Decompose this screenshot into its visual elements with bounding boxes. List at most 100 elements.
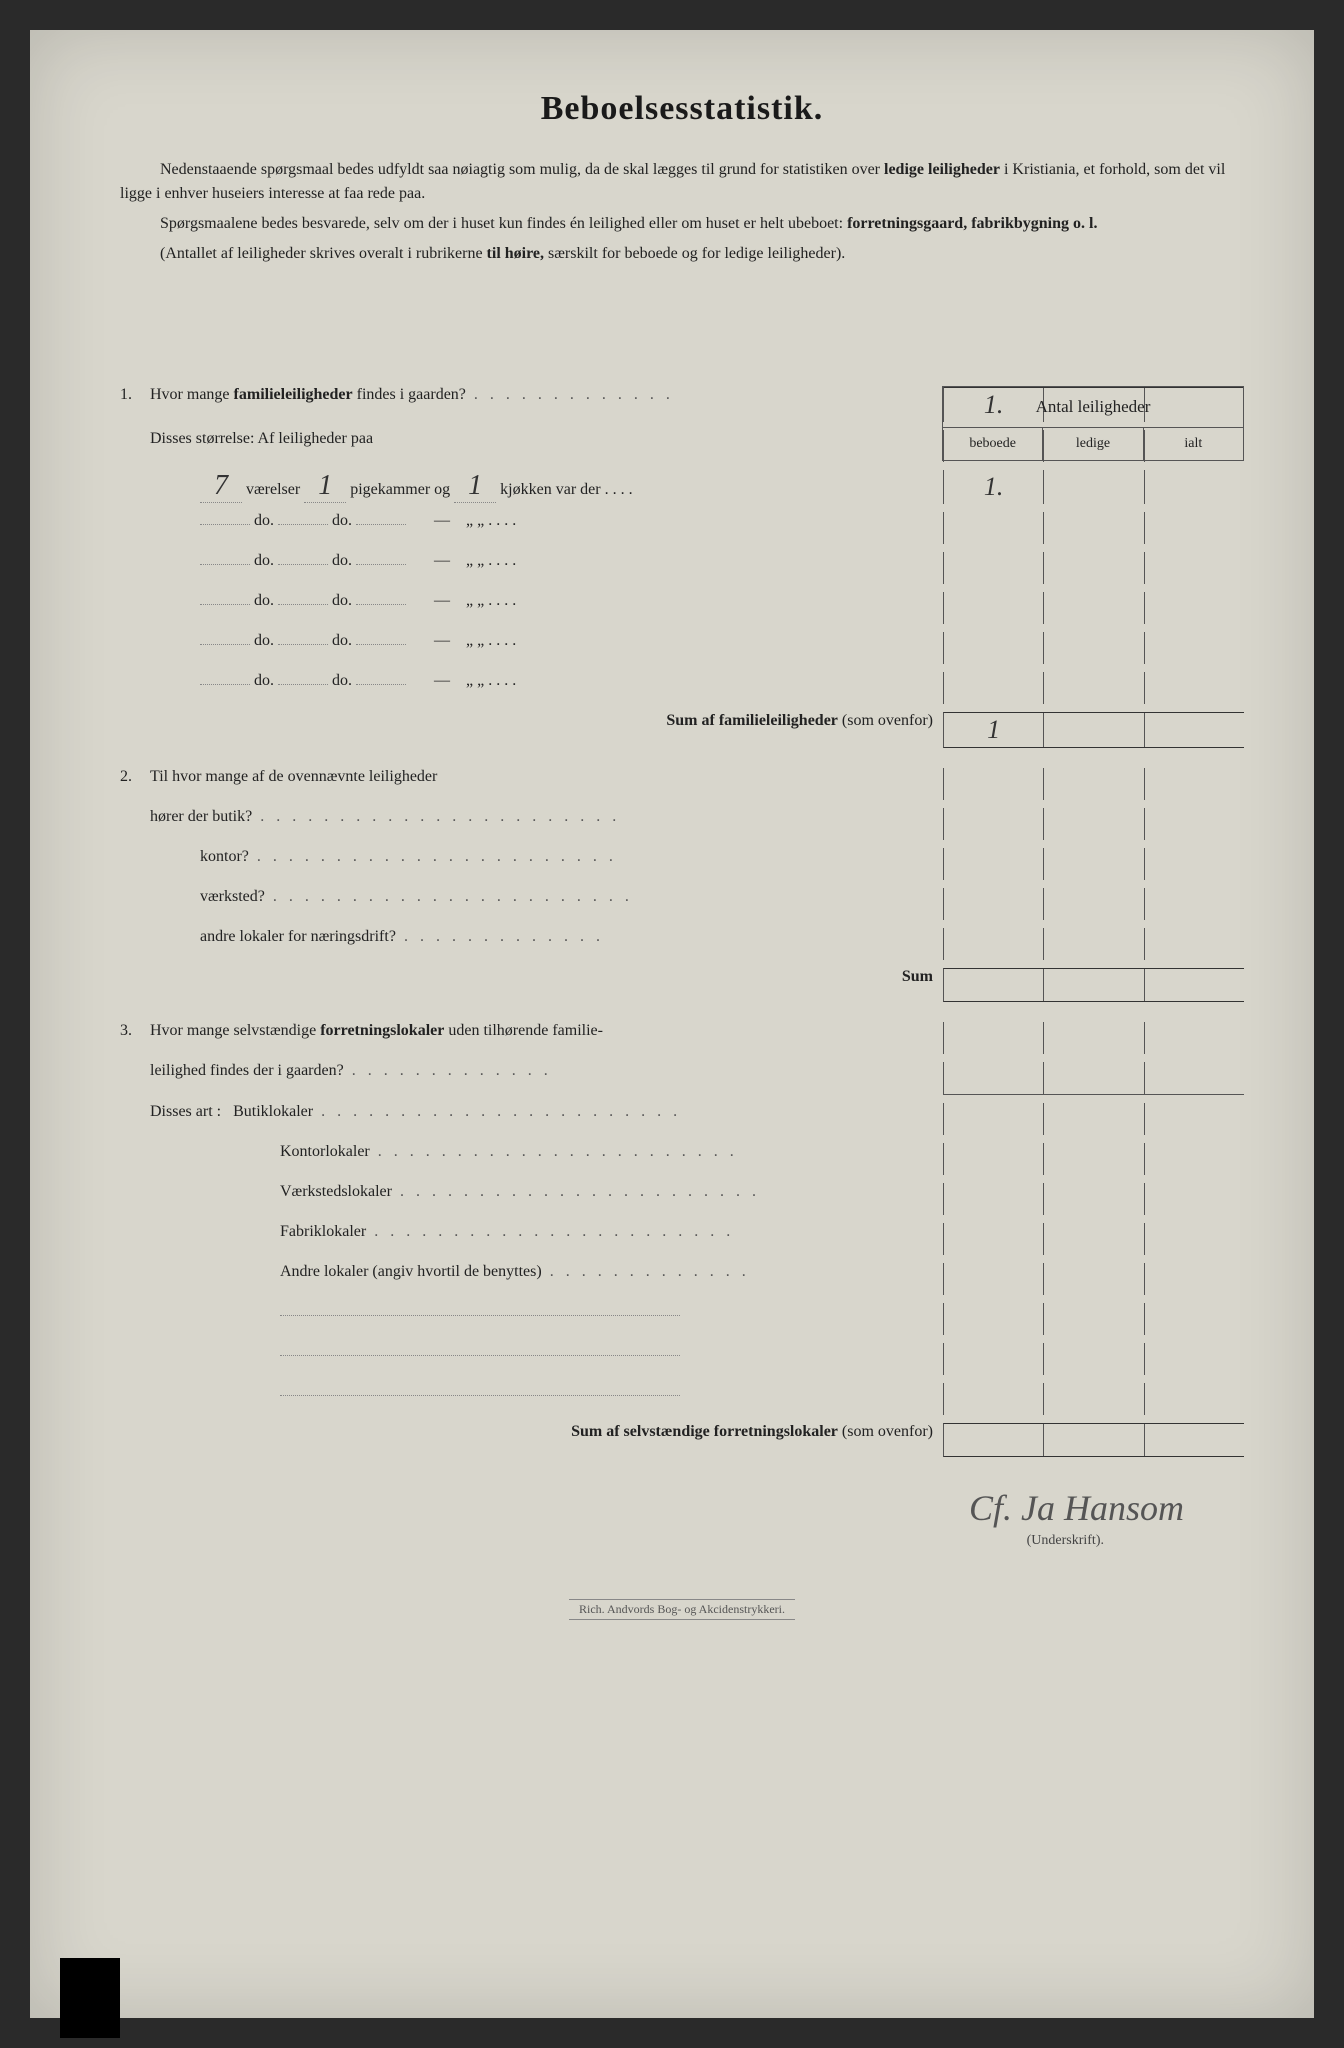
q1-r1-k: 1 xyxy=(454,470,496,503)
do: do. xyxy=(332,632,352,649)
q2-text: Til hvor mange af de ovennævnte leilighe… xyxy=(150,768,943,786)
q3-sum-b: (som ovenfor) xyxy=(842,1423,933,1440)
questions: 1. Hvor mange familieleiligheder findes … xyxy=(120,386,1244,1457)
q2-r1: hører der butik? xyxy=(120,808,1244,840)
q1-do-row: do. do. — „ „ . . . . xyxy=(120,512,1244,544)
intro-p1b: ledige leiligheder xyxy=(884,161,1000,178)
q3-row2: leilighed findes der i gaarden? xyxy=(120,1062,1244,1095)
do: do. xyxy=(332,672,352,689)
q1-do-row: do. do. — „ „ . . . . xyxy=(120,592,1244,624)
q1-sum: Sum af familieleiligheder (som ovenfor) … xyxy=(120,712,1244,748)
q2-row: 2. Til hvor mange af de ovennævnte leili… xyxy=(120,768,1244,800)
q3-r1: Butiklokaler xyxy=(233,1103,681,1120)
q3-sum: Sum af selvstændige forretningslokaler (… xyxy=(120,1423,1244,1457)
q3-r5-t: Andre lokaler (angiv hvortil de benyttes… xyxy=(150,1263,943,1281)
do: do. xyxy=(254,632,274,649)
q3-num: 3. xyxy=(120,1022,150,1040)
q2-r1-t: hører der butik? xyxy=(150,808,943,826)
page-title: Beboelsesstatistik. xyxy=(120,90,1244,128)
intro-p2a: Spørgsmaalene bedes besvarede, selv om d… xyxy=(160,215,847,232)
q2-r3-t: værksted? xyxy=(150,888,943,906)
do: do. xyxy=(254,552,274,569)
q1-sum-val: 1 xyxy=(944,713,1044,747)
q3-blank xyxy=(120,1383,1244,1415)
film-edge-mark xyxy=(60,1958,120,2038)
q2-r3: værksted? xyxy=(120,888,1244,920)
table-area: Antal leiligheder beboede ledige ialt 1.… xyxy=(120,386,1244,1457)
q3-tc: uden tilhørende familie- xyxy=(448,1022,603,1039)
q3-tb: forretningslokaler xyxy=(320,1022,444,1039)
q1-sub-text: Disses størrelse: Af leiligheder paa xyxy=(150,430,943,448)
q3-sum-a: Sum af selvstændige forretningslokaler xyxy=(571,1423,838,1440)
col-beboede: beboede xyxy=(943,428,1043,460)
do: do. xyxy=(254,672,274,689)
q1-tc: findes i gaarden? xyxy=(357,386,674,403)
dash: — xyxy=(434,512,450,529)
signature: Cf. Ja Hansom xyxy=(120,1487,1184,1529)
q1-r1-v: 7 xyxy=(200,470,242,503)
q1-tb: familieleiligheder xyxy=(234,386,353,403)
q3-blank xyxy=(120,1303,1244,1335)
ditto: „ „ xyxy=(466,552,484,569)
q2-num: 2. xyxy=(120,768,150,786)
intro-text: Nedenstaaende spørgsmaal bedes udfyldt s… xyxy=(120,158,1244,266)
intro-p3a: (Antallet af leiligheder skrives overalt… xyxy=(160,245,487,262)
ditto: „ „ xyxy=(466,632,484,649)
q3-r4: Fabriklokaler xyxy=(120,1223,1244,1255)
q2-r4-t: andre lokaler for næringsdrift? xyxy=(150,928,943,946)
q1-r1-p: 1 xyxy=(304,470,346,503)
q3-r5: Andre lokaler (angiv hvortil de benyttes… xyxy=(120,1263,1244,1295)
q1-num: 1. xyxy=(120,386,150,404)
ditto: „ „ xyxy=(466,512,484,529)
column-header-box: Antal leiligheder beboede ledige ialt xyxy=(942,386,1244,461)
q3-blank xyxy=(120,1343,1244,1375)
q3-r3-t: Værkstedslokaler xyxy=(150,1183,943,1201)
do: do. xyxy=(332,552,352,569)
q3-row: 3. Hvor mange selvstændige forretningslo… xyxy=(120,1022,1244,1054)
intro-p3c: særskilt for beboede og for ledige leili… xyxy=(548,245,845,262)
q1-do-row: do. do. — „ „ . . . . xyxy=(120,632,1244,664)
dash: — xyxy=(434,672,450,689)
q1-r1-c: kjøkken var der xyxy=(500,481,600,498)
q1-r1-a: værelser xyxy=(246,481,300,498)
q1-sum-label: Sum af familieleiligheder xyxy=(666,712,838,729)
q1-size-row1: 7 værelser 1 pigekammer og 1 kjøkken var… xyxy=(120,470,1244,504)
q3-td: leilighed findes der i gaarden? xyxy=(150,1062,943,1080)
q1-r1-val: 1. xyxy=(944,470,1044,504)
q3-r3: Værkstedslokaler xyxy=(120,1183,1244,1215)
q2-sum: Sum xyxy=(120,968,1244,1002)
ditto: „ „ xyxy=(466,592,484,609)
intro-p1a: Nedenstaaende spørgsmaal bedes udfyldt s… xyxy=(160,161,884,178)
col-ialt: ialt xyxy=(1144,428,1243,460)
dash: — xyxy=(434,552,450,569)
q1-ta: Hvor mange xyxy=(150,386,234,403)
q2-sum-label: Sum xyxy=(150,968,943,986)
q2-r2-t: kontor? xyxy=(150,848,943,866)
printer-credit: Rich. Andvords Bog- og Akcidenstrykkeri. xyxy=(569,1599,795,1620)
q3-ta: Hvor mange selvstændige xyxy=(150,1022,320,1039)
q1-do-row: do. do. — „ „ . . . . xyxy=(120,672,1244,704)
q3-r2: Kontorlokaler xyxy=(120,1143,1244,1175)
q2-r4: andre lokaler for næringsdrift? xyxy=(120,928,1244,960)
header-top: Antal leiligheder xyxy=(943,387,1243,428)
do: do. xyxy=(332,592,352,609)
intro-p2b: forretningsgaard, fabrikbygning o. l. xyxy=(847,215,1097,232)
dash: — xyxy=(434,632,450,649)
q2-r2: kontor? xyxy=(120,848,1244,880)
document-page: Beboelsesstatistik. Nedenstaaende spørgs… xyxy=(30,30,1314,2018)
signature-area: Cf. Ja Hansom (Underskrift). xyxy=(120,1487,1244,1549)
col-ledige: ledige xyxy=(1043,428,1143,460)
do: do. xyxy=(254,512,274,529)
q3-r2-t: Kontorlokaler xyxy=(150,1143,943,1161)
q1-sum-paren: (som ovenfor) xyxy=(842,712,933,729)
do: do. xyxy=(332,512,352,529)
intro-p3b: til høire, xyxy=(487,245,544,262)
signature-label: (Underskrift). xyxy=(120,1533,1184,1549)
q3-sub: Disses art : Butiklokaler xyxy=(120,1103,1244,1135)
dash: — xyxy=(434,592,450,609)
q1-do-row: do. do. — „ „ . . . . xyxy=(120,552,1244,584)
ditto: „ „ xyxy=(466,672,484,689)
do: do. xyxy=(254,592,274,609)
q1-r1-b: pigekammer og xyxy=(350,481,450,498)
q3-sub-label: Disses art : xyxy=(150,1103,221,1120)
